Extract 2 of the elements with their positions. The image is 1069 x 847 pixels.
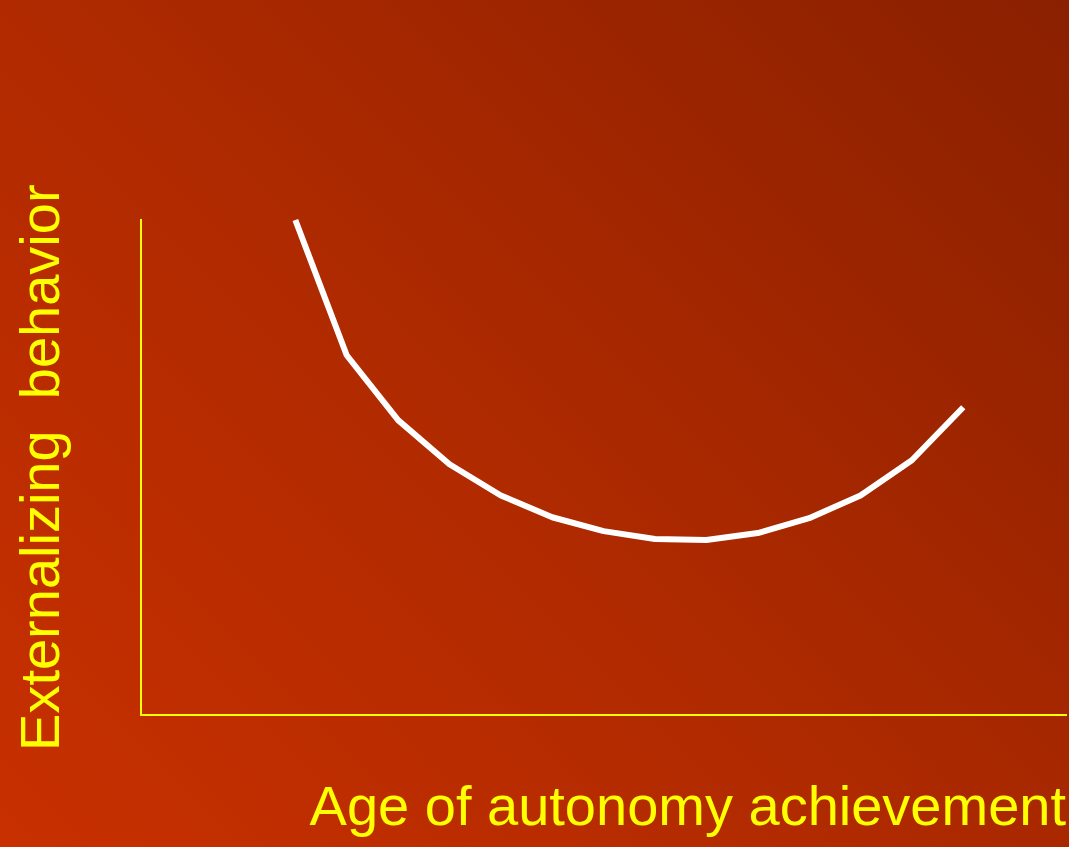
y-axis-title: Externalizing behavior [8,184,72,751]
x-axis-title: Age of autonomy achievement [309,773,1067,837]
